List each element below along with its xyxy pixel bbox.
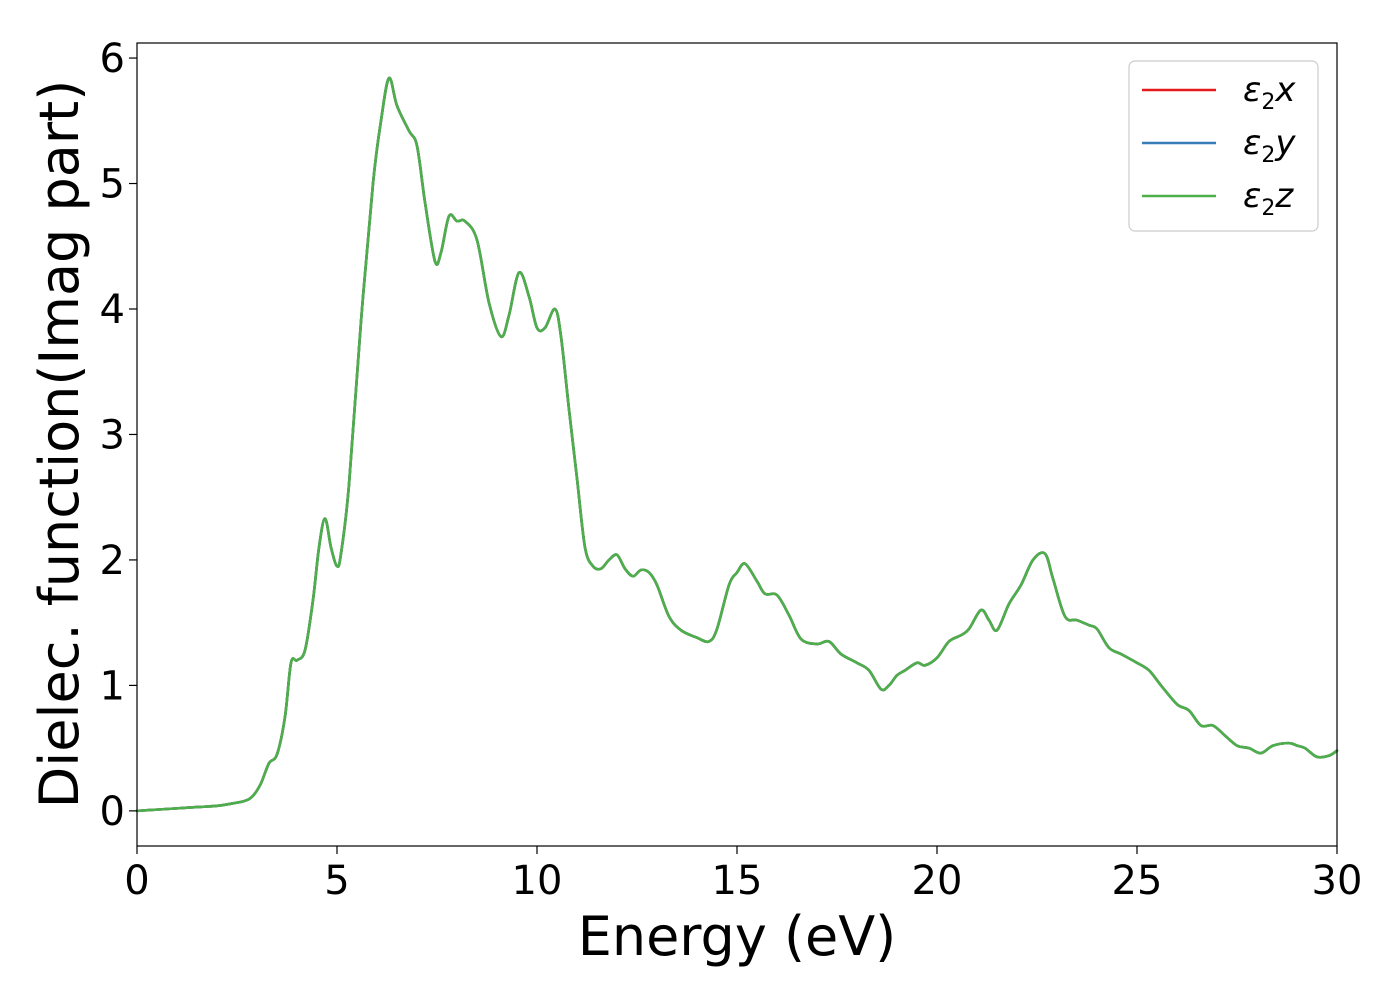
legend-label-z: ε2z: [1243, 176, 1294, 221]
legend: ε2x ε2y ε2z: [1128, 60, 1319, 232]
y-tick-label: 0: [100, 789, 125, 835]
x-tick-label: 15: [712, 858, 763, 904]
y-axis-ticks: 0 1 2 3 4 5 6: [100, 36, 137, 835]
x-tick-label: 5: [324, 858, 349, 904]
x-tick-label: 30: [1312, 858, 1363, 904]
x-tick-label: 10: [512, 858, 563, 904]
x-axis-ticks: 0 5 10 15 20 25 30: [124, 846, 1362, 904]
y-tick-label: 6: [100, 36, 125, 82]
series-line-z: [135, 76, 1339, 813]
y-axis-label: Dielec. function(Imag part): [28, 80, 91, 809]
legend-box: [1128, 60, 1319, 232]
x-tick-label: 0: [124, 858, 149, 904]
legend-label-y: ε2y: [1243, 123, 1296, 168]
x-axis-label: Energy (eV): [578, 905, 897, 968]
y-tick-label: 1: [100, 663, 125, 709]
legend-label-x: ε2x: [1243, 70, 1296, 115]
x-tick-label: 25: [1112, 858, 1163, 904]
legend-items: ε2x ε2y ε2z: [1142, 70, 1296, 221]
y-tick-label: 4: [100, 287, 125, 333]
y-tick-label: 3: [100, 412, 125, 458]
x-tick-label: 20: [912, 858, 963, 904]
y-tick-label: 2: [100, 538, 125, 584]
series-layer: [135, 76, 1339, 813]
y-tick-label: 5: [100, 162, 125, 208]
